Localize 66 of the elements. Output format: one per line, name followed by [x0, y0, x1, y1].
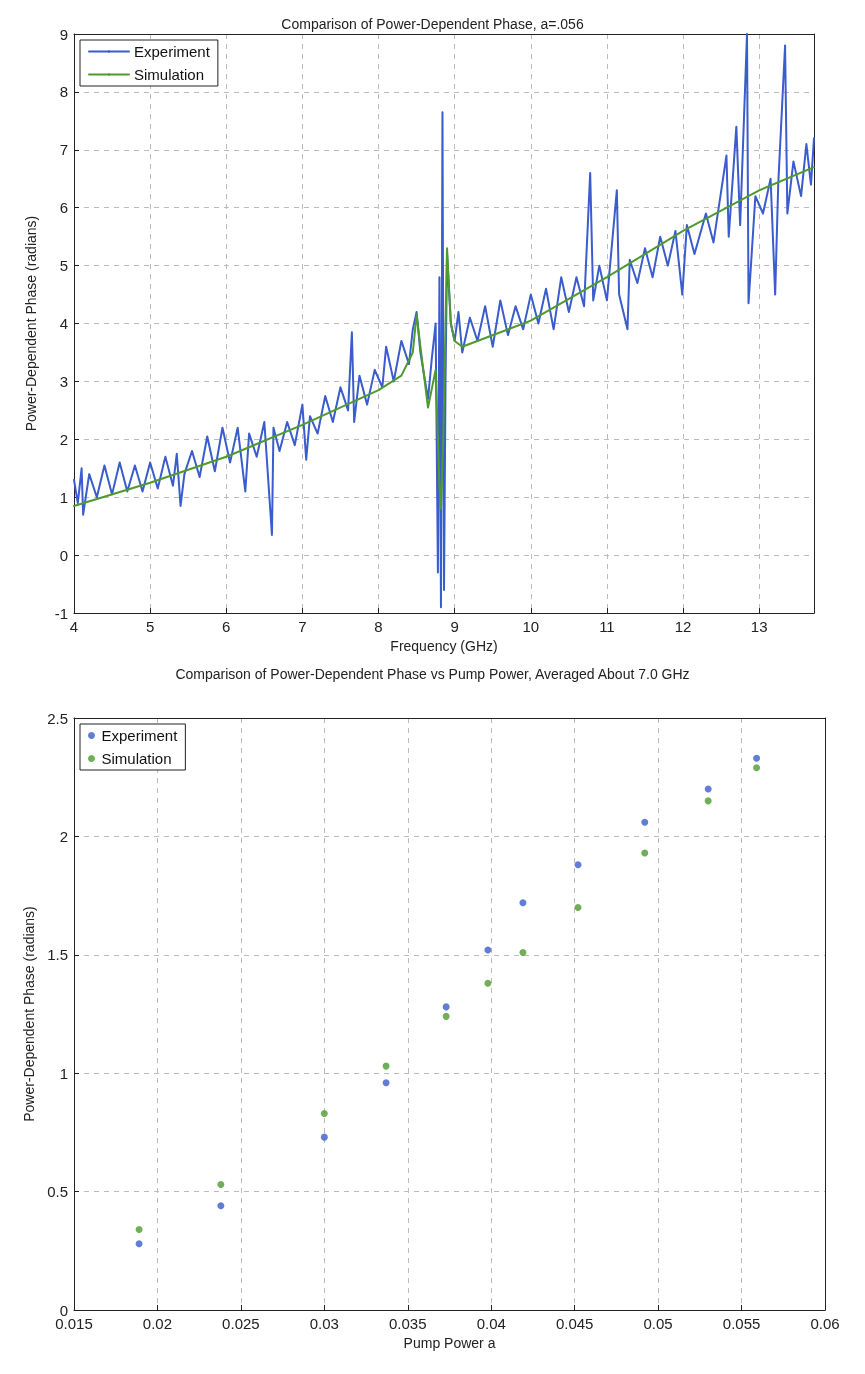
point: [382, 1079, 390, 1087]
point: [217, 1181, 225, 1188]
y-tick-label: 9: [59, 25, 68, 43]
x-tick-label: 0.045: [555, 1315, 594, 1332]
x-tick-label: 0.05: [643, 1315, 673, 1332]
line-series: [73, 166, 815, 510]
x-tick-label: 0.04: [476, 1315, 506, 1332]
y-tick-label: 6: [59, 199, 68, 217]
x-tick-label: 0.02: [142, 1315, 173, 1332]
y-tick-label: 0.5: [47, 1183, 68, 1201]
legend-label: Simulation: [134, 66, 205, 83]
point: [442, 1003, 450, 1011]
x-tick-label: 7: [298, 618, 307, 636]
point: [753, 754, 761, 762]
point: [217, 1202, 225, 1210]
point: [484, 979, 492, 987]
x-tick-label: 12: [674, 618, 692, 636]
x-tick-label: 10: [522, 618, 540, 636]
y-tick-label: 2: [59, 827, 68, 845]
legend-label: Experiment: [134, 43, 211, 60]
x-tick-label: 0.03: [309, 1315, 339, 1332]
point: [574, 861, 582, 869]
point: [574, 903, 582, 911]
y-axis-title: Power-Dependent Phase (radians): [23, 215, 39, 432]
x-tick-label: 11: [599, 618, 615, 636]
point: [442, 1012, 450, 1020]
point: [704, 797, 712, 805]
chart-title: Comparison of Power-Dependent Phase, a=.056: [281, 16, 584, 32]
x-tick-label: 5: [145, 618, 155, 636]
x-tick-label: 0.055: [722, 1315, 761, 1332]
x-axis-title: Pump Power a: [403, 1334, 496, 1351]
y-tick-label: 0: [59, 546, 68, 564]
y-tick-label: 5: [59, 257, 68, 275]
x-tick-label: 0.025: [222, 1315, 260, 1332]
y-tick-label: 1: [59, 1064, 68, 1082]
point: [641, 849, 649, 857]
y-axis-title: Power-Dependent Phase (radians): [21, 906, 38, 1122]
point: [484, 946, 492, 954]
x-tick-label: 13: [750, 618, 768, 636]
legend-label: Simulation: [101, 750, 172, 767]
y-tick-label: 2: [59, 430, 68, 448]
point: [519, 948, 527, 956]
y-tick-label: 7: [59, 141, 68, 159]
point: [704, 785, 712, 793]
chart-title: Comparison of Power-Dependent Phase vs Pump Power, Averaged About 7.0 GHz: [175, 666, 690, 682]
point: [641, 818, 649, 826]
point: [753, 764, 761, 772]
y-tick-label: 1.5: [47, 946, 68, 964]
y-tick-label: 3: [59, 372, 68, 390]
x-tick-label: 6: [222, 618, 231, 636]
y-tick-label: -1: [54, 604, 68, 622]
x-tick-label: 9: [450, 618, 459, 636]
x-tick-label: 0.06: [810, 1315, 840, 1332]
point: [320, 1109, 328, 1117]
point: [320, 1133, 328, 1141]
x-tick-label: 0.035: [389, 1315, 427, 1332]
y-tick-label: 4: [59, 315, 68, 333]
x-tick-label: 8: [374, 618, 383, 636]
x-axis-title: Frequency (GHz): [390, 638, 498, 654]
legend-label: Experiment: [101, 727, 179, 744]
point: [135, 1225, 143, 1233]
y-tick-label: 2.5: [47, 709, 68, 727]
point: [135, 1240, 143, 1248]
y-tick-label: 8: [59, 83, 68, 101]
point: [519, 899, 527, 907]
y-tick-label: 1: [59, 488, 68, 506]
